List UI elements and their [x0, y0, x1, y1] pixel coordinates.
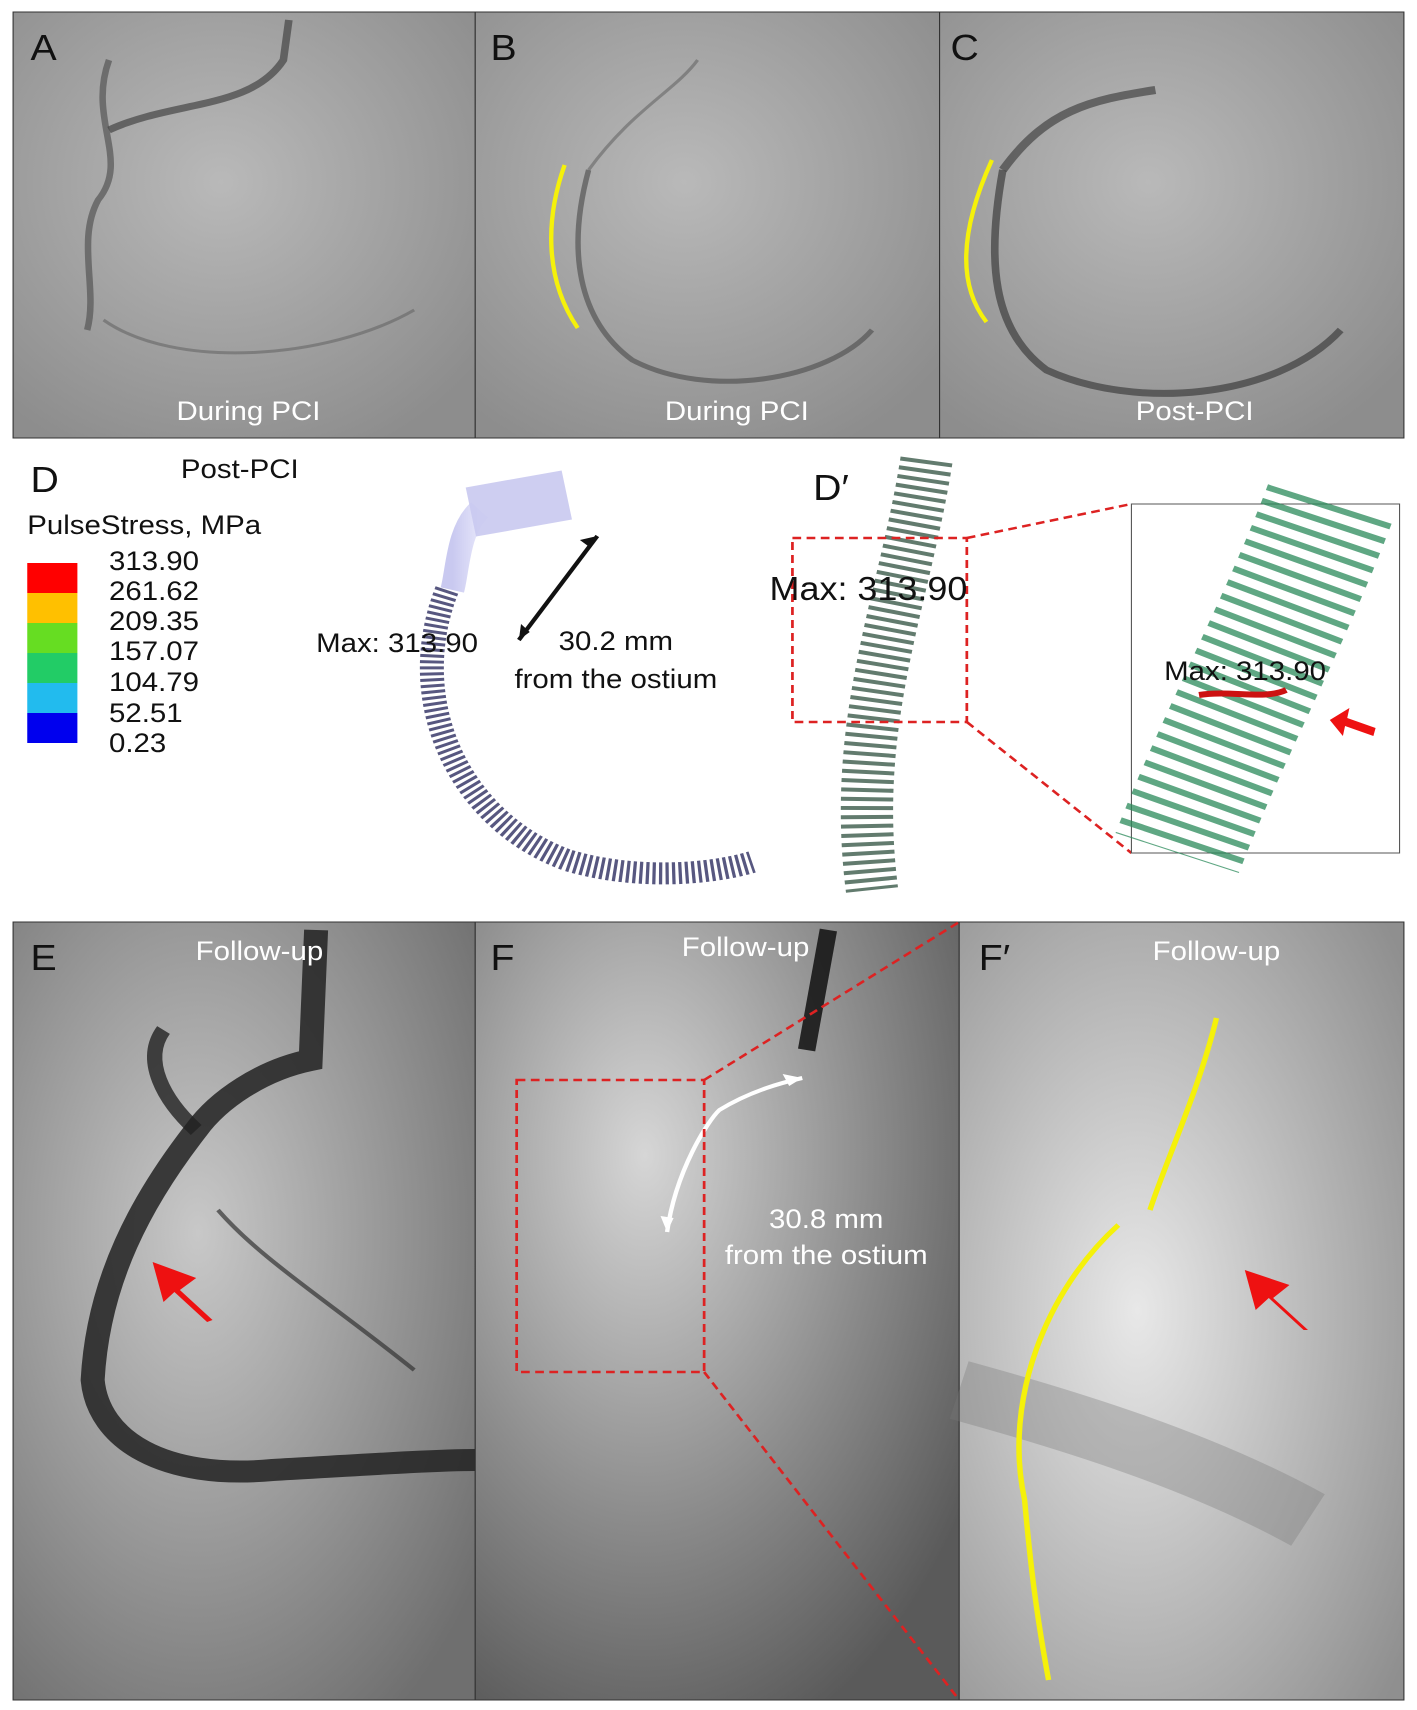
panel-caption: Post-PCI: [1136, 395, 1254, 426]
panel-caption: Follow-up: [196, 935, 324, 966]
legend-title: PulseStress, MPa: [27, 509, 261, 540]
panel-label: F: [491, 937, 515, 977]
legend-value: 209.35: [109, 605, 199, 636]
distance: 30.8 mm: [769, 1203, 883, 1234]
panel-label: A: [31, 27, 58, 67]
panel-caption: During PCI: [177, 395, 321, 426]
panel-a: A During PCI: [12, 11, 476, 439]
panel-label: E: [31, 937, 57, 977]
distance: 30.2 mm: [559, 625, 673, 656]
max-label: Max: 313.90: [770, 571, 968, 607]
panel-label: D′: [813, 467, 849, 507]
distance: from the ostium: [514, 663, 717, 694]
panel-caption: Follow-up: [682, 931, 810, 962]
panel-e: E Follow-up: [12, 921, 476, 1701]
legend-bands: [27, 563, 78, 743]
panel-d-prime: D′ Max: 313.90 Max: 313.90: [770, 456, 1401, 893]
panel-caption: During PCI: [665, 395, 809, 426]
panel-label: B: [491, 27, 517, 67]
legend-value: 0.23: [109, 727, 166, 758]
panel-f: F Follow-up 30.8 mm from the ostium: [474, 920, 961, 1701]
legend-value: 313.90: [109, 545, 199, 576]
panel-b: B During PCI: [474, 11, 941, 439]
legend-value: 104.79: [109, 666, 199, 697]
panel-label: D: [31, 459, 59, 499]
legend-value: 157.07: [109, 635, 199, 666]
panel-d: D Post-PCI PulseStress, MPa 313.90 261.6…: [27, 453, 756, 885]
inset-max-label: Max: 313.90: [1164, 655, 1326, 686]
panel-caption: Post-PCI: [181, 453, 299, 484]
legend-value: 261.62: [109, 575, 199, 606]
panel-c: C Post-PCI: [939, 11, 1405, 439]
max-label: Max: 313.90: [316, 627, 478, 658]
panel-f-prime: F′ Follow-up: [949, 921, 1405, 1701]
panel-label: C: [950, 27, 978, 67]
legend-value: 52.51: [109, 697, 183, 728]
panel-caption: Follow-up: [1153, 935, 1281, 966]
panel-label: F′: [979, 937, 1010, 977]
distance: from the ostium: [725, 1239, 928, 1270]
